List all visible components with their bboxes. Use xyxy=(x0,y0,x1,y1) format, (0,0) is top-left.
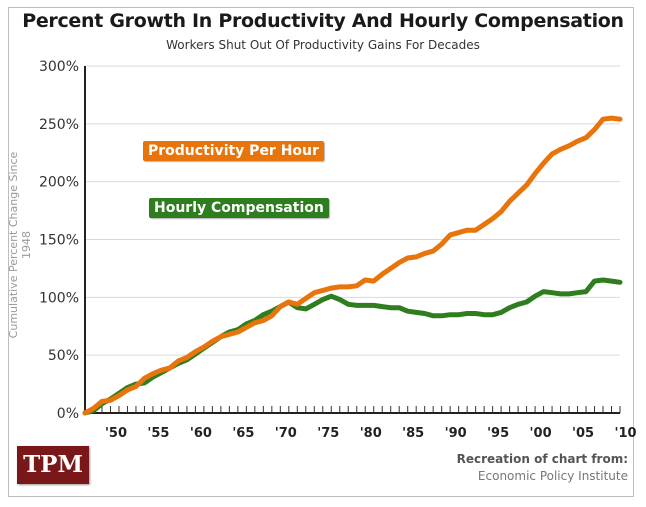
y-tick-label: 200% xyxy=(39,175,79,191)
x-tick-label: '55 xyxy=(147,426,169,441)
chart-title: Percent Growth In Productivity And Hourl… xyxy=(22,10,624,32)
y-tick-label: 50% xyxy=(48,348,79,364)
chart-subtitle: Workers Shut Out Of Productivity Gains F… xyxy=(166,38,480,52)
credit-line-2: Economic Policy Institute xyxy=(477,469,628,483)
legend-productivity: Productivity Per Hour xyxy=(143,141,324,161)
y-tick-label: 150% xyxy=(39,233,79,249)
y-tick-label: 100% xyxy=(39,290,79,306)
legend-compensation: Hourly Compensation xyxy=(149,198,329,218)
credit-line-1: Recreation of chart from: xyxy=(456,452,628,466)
x-tick-label: '90 xyxy=(445,426,467,441)
series-line-compensation xyxy=(82,277,623,416)
x-tick-label: '70 xyxy=(275,426,297,441)
chart-frame xyxy=(8,7,634,497)
y-tick-label: 0% xyxy=(57,406,79,422)
x-tick-label: '00 xyxy=(530,426,552,441)
x-tick-label: '80 xyxy=(360,426,382,441)
series-line-productivity xyxy=(82,115,623,416)
x-tick-label: '95 xyxy=(487,426,509,441)
x-tick-label: '50 xyxy=(105,426,127,441)
x-tick-label: '10 xyxy=(614,426,636,441)
y-tick-label: 250% xyxy=(39,117,79,133)
x-tick-label: '60 xyxy=(190,426,212,441)
x-tick-label: '65 xyxy=(232,426,254,441)
y-tick-label: 300% xyxy=(39,59,79,75)
x-tick-label: '75 xyxy=(317,426,339,441)
x-tick-label: '85 xyxy=(402,426,424,441)
x-tick-label: '05 xyxy=(572,426,594,441)
tpm-logo: TPM xyxy=(17,446,89,484)
